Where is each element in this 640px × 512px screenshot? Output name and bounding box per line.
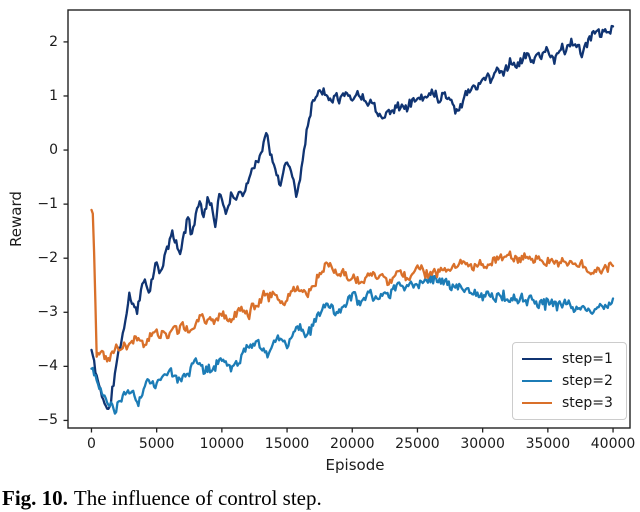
y-tick-label: −3 [37,304,58,321]
legend-entry-step3: step=3 [522,395,617,411]
x-tick-label: 35000 [525,436,571,452]
x-tick-label: 0 [87,436,96,452]
y-tick-label: −5 [37,412,58,429]
x-tick-label: 10000 [199,436,245,452]
series-line-step-1 [90,24,615,410]
y-tick-label: −2 [37,250,58,267]
legend-line-step2-icon [522,380,552,382]
legend-line-step1-icon [522,358,552,360]
x-axis-label: Episode [325,456,385,474]
legend-label-step3: step=3 [562,395,613,411]
legend-line-step3-icon [522,402,552,404]
series-line-step-3 [90,208,615,363]
y-tick-label: 0 [49,142,58,159]
x-tick-label: 30000 [460,436,505,452]
x-tick-label: 20000 [329,436,375,452]
legend-entry-step1: step=1 [522,351,617,367]
y-axis-label: Reward [7,191,25,247]
x-tick-label: 5000 [138,436,175,452]
plot-spines [67,9,631,429]
y-tick-label: −1 [37,196,58,213]
y-tick-label: 2 [49,33,58,50]
legend-entry-step2: step=2 [522,373,617,389]
y-tick-label: 1 [49,87,58,104]
legend-label-step1: step=1 [562,351,613,367]
figure-caption-number: Fig. 10. [2,486,68,510]
series-line-step-2 [90,271,615,415]
x-tick-label: 40000 [590,436,636,452]
legend: step=1 step=2 step=3 [512,342,627,420]
x-tick-label: 25000 [395,436,440,452]
legend-label-step2: step=2 [562,373,613,389]
x-tick-label: 15000 [264,436,310,452]
y-tick-label: −4 [37,358,58,375]
figure-caption-text: The influence of control step. [73,486,322,510]
figure-caption: Fig. 10. The influence of control step. [2,483,322,512]
